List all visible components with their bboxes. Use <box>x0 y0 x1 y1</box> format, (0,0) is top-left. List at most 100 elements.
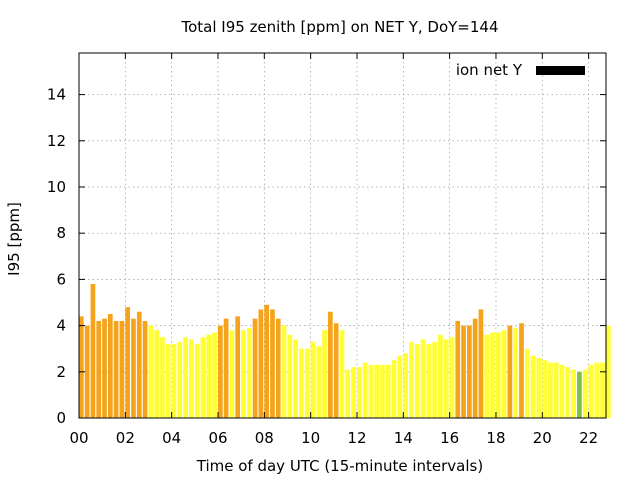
bar <box>119 320 125 418</box>
bar <box>310 341 316 418</box>
ticks <box>78 53 606 419</box>
bar <box>351 367 356 418</box>
bar <box>304 348 310 418</box>
bar <box>154 330 159 418</box>
x-tick-label: 18 <box>486 429 505 447</box>
bar <box>270 309 275 418</box>
x-tick-label: 02 <box>116 429 135 447</box>
bar <box>217 325 223 418</box>
bar <box>142 320 148 418</box>
bar <box>235 316 241 418</box>
bar <box>530 355 536 418</box>
bar <box>449 337 455 418</box>
bar <box>606 325 611 418</box>
bar <box>125 307 131 418</box>
bar <box>258 309 264 418</box>
bar <box>559 364 565 418</box>
y-tick-label: 2 <box>56 363 66 381</box>
x-tick-labels: 00 02 04 06 08 10 12 14 16 18 20 22 <box>69 429 598 447</box>
bar <box>368 364 374 418</box>
x-tick-label: 12 <box>347 429 366 447</box>
bar <box>356 367 362 418</box>
x-tick-label: 20 <box>533 429 552 447</box>
bar <box>96 320 102 418</box>
bar <box>275 318 281 418</box>
bar <box>177 341 183 418</box>
bar <box>84 325 90 418</box>
bar <box>241 330 246 418</box>
bar <box>472 318 478 418</box>
bar <box>246 327 252 418</box>
bar <box>519 323 524 418</box>
bar <box>223 318 229 418</box>
bar <box>432 341 437 418</box>
bar <box>287 334 293 418</box>
plot-frame <box>78 52 607 419</box>
bar <box>148 325 154 418</box>
x-tick-label: 04 <box>162 429 181 447</box>
y-tick-label: 6 <box>56 270 66 288</box>
legend-swatch <box>536 66 585 75</box>
bar <box>113 320 119 418</box>
x-axis-label: Time of day UTC (15-minute intervals) <box>196 457 483 475</box>
bar <box>374 364 380 418</box>
bar <box>165 344 171 418</box>
bar <box>264 304 270 418</box>
bar <box>571 369 576 418</box>
bar <box>443 339 449 418</box>
bar <box>171 344 177 418</box>
bar <box>403 353 408 418</box>
bar <box>524 348 530 418</box>
bar <box>183 337 188 418</box>
y-tick-label: 10 <box>47 178 66 196</box>
bar <box>316 346 322 418</box>
legend-label: ion net Y <box>456 61 523 79</box>
bar <box>90 284 96 418</box>
bar <box>420 339 426 418</box>
bar <box>577 371 582 418</box>
x-tick-label: 10 <box>301 429 320 447</box>
bar <box>200 337 206 418</box>
bar <box>385 364 391 418</box>
y-tick-labels: 0 2 4 6 8 10 12 14 <box>47 86 66 427</box>
bar <box>136 311 142 418</box>
bar <box>409 341 414 418</box>
bar <box>600 362 605 418</box>
bar <box>438 334 443 418</box>
y-tick-label: 8 <box>56 224 66 242</box>
bar <box>102 318 107 418</box>
x-tick-label: 06 <box>208 429 227 447</box>
y-tick-label: 14 <box>47 86 66 104</box>
bar <box>107 314 113 418</box>
y-axis-label: I95 [ppm] <box>5 202 23 276</box>
bar <box>478 309 484 418</box>
bar <box>455 320 461 418</box>
bar <box>501 330 507 418</box>
bar <box>281 325 287 418</box>
bar <box>160 337 165 418</box>
y-tick-label: 12 <box>47 132 66 150</box>
bar <box>79 316 84 418</box>
bar <box>582 369 588 418</box>
bar <box>212 332 217 418</box>
legend: ion net Y <box>456 61 585 79</box>
bar <box>229 330 235 418</box>
bar <box>345 369 351 418</box>
bar <box>536 357 542 418</box>
bar <box>553 362 559 418</box>
bar <box>189 339 194 418</box>
bar <box>391 360 397 418</box>
bar <box>565 367 571 418</box>
bar <box>322 330 327 418</box>
bar <box>206 334 212 418</box>
bar <box>328 311 333 418</box>
bar <box>461 325 466 418</box>
x-tick-label: 08 <box>255 429 274 447</box>
bar <box>588 364 594 418</box>
x-tick-label: 14 <box>394 429 413 447</box>
bar <box>293 339 298 418</box>
bar <box>131 318 136 418</box>
bar <box>490 332 495 418</box>
bar <box>548 362 553 418</box>
y-tick-label: 0 <box>56 409 66 427</box>
